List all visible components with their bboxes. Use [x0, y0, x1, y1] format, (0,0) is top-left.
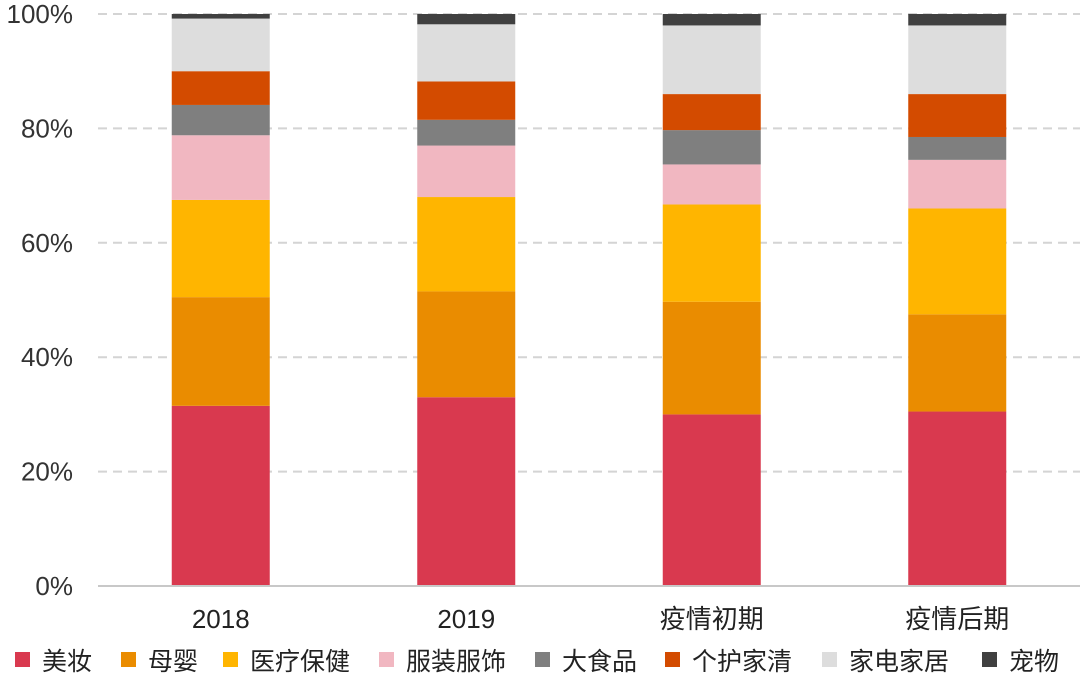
bar-segment — [662, 164, 761, 205]
legend-swatch — [223, 652, 238, 667]
bar-segment — [662, 301, 761, 415]
bar-segment — [171, 14, 270, 19]
y-tick-label: 80% — [21, 113, 73, 143]
legend-label: 家电家居 — [849, 647, 949, 676]
legend-label: 母婴 — [148, 647, 198, 676]
bar-segment — [417, 24, 516, 82]
bar-segment — [908, 208, 1007, 315]
bar-segment — [171, 104, 270, 136]
y-axis-ticks: 0% 20% 40% 60% 80% 100% — [7, 0, 74, 601]
bar-segment — [908, 25, 1007, 95]
y-tick-label: 100% — [7, 0, 74, 29]
legend-swatch — [665, 652, 680, 667]
bar-segment — [171, 297, 270, 406]
x-axis-labels: 2018 2019 疫情初期 疫情后期 — [192, 604, 1009, 634]
bar-segment — [417, 291, 516, 398]
legend-swatch — [121, 652, 136, 667]
bar-segment — [908, 94, 1007, 137]
legend-swatch — [379, 652, 394, 667]
x-tick-label: 疫情初期 — [660, 604, 764, 634]
legend-swatch — [15, 652, 30, 667]
bar-segment — [662, 414, 761, 586]
legend: 美妆 母婴 医疗保健 服装服饰 大食品 个护家清 家电家居 宠物 — [15, 647, 1059, 676]
legend-label: 大食品 — [562, 647, 637, 676]
legend-label: 宠物 — [1009, 647, 1059, 676]
bar-segment — [908, 136, 1007, 160]
bar-segment — [417, 197, 516, 292]
bars — [171, 14, 1007, 586]
legend-label: 医疗保健 — [250, 647, 350, 676]
bar-segment — [171, 405, 270, 586]
bar-segment — [171, 18, 270, 72]
x-tick-label: 2018 — [192, 604, 250, 634]
y-tick-label: 0% — [35, 571, 73, 601]
bar-segment — [417, 145, 516, 198]
bar-segment — [417, 81, 516, 120]
x-tick-label: 2019 — [437, 604, 495, 634]
bar-segment — [908, 159, 1007, 209]
bar-segment — [417, 14, 516, 25]
bar-segment — [908, 14, 1007, 26]
bar-segment — [908, 314, 1007, 412]
bar-segment — [662, 94, 761, 131]
bar-segment — [417, 397, 516, 586]
bar-segment — [171, 199, 270, 298]
legend-label: 美妆 — [42, 647, 92, 676]
y-tick-label: 60% — [21, 228, 73, 258]
y-tick-label: 20% — [21, 457, 73, 487]
bar-segment — [662, 25, 761, 95]
bar-segment — [171, 135, 270, 200]
legend-label: 个护家清 — [692, 647, 792, 676]
bar-segment — [908, 411, 1007, 586]
x-tick-label: 疫情后期 — [905, 604, 1009, 634]
bar-segment — [662, 130, 761, 165]
bar-segment — [171, 71, 270, 105]
bar-segment — [662, 204, 761, 302]
legend-swatch — [535, 652, 550, 667]
bar-segment — [417, 119, 516, 146]
legend-label: 服装服饰 — [406, 647, 506, 676]
legend-swatch — [822, 652, 837, 667]
y-tick-label: 40% — [21, 342, 73, 372]
bar-segment — [662, 14, 761, 26]
legend-swatch — [982, 652, 997, 667]
